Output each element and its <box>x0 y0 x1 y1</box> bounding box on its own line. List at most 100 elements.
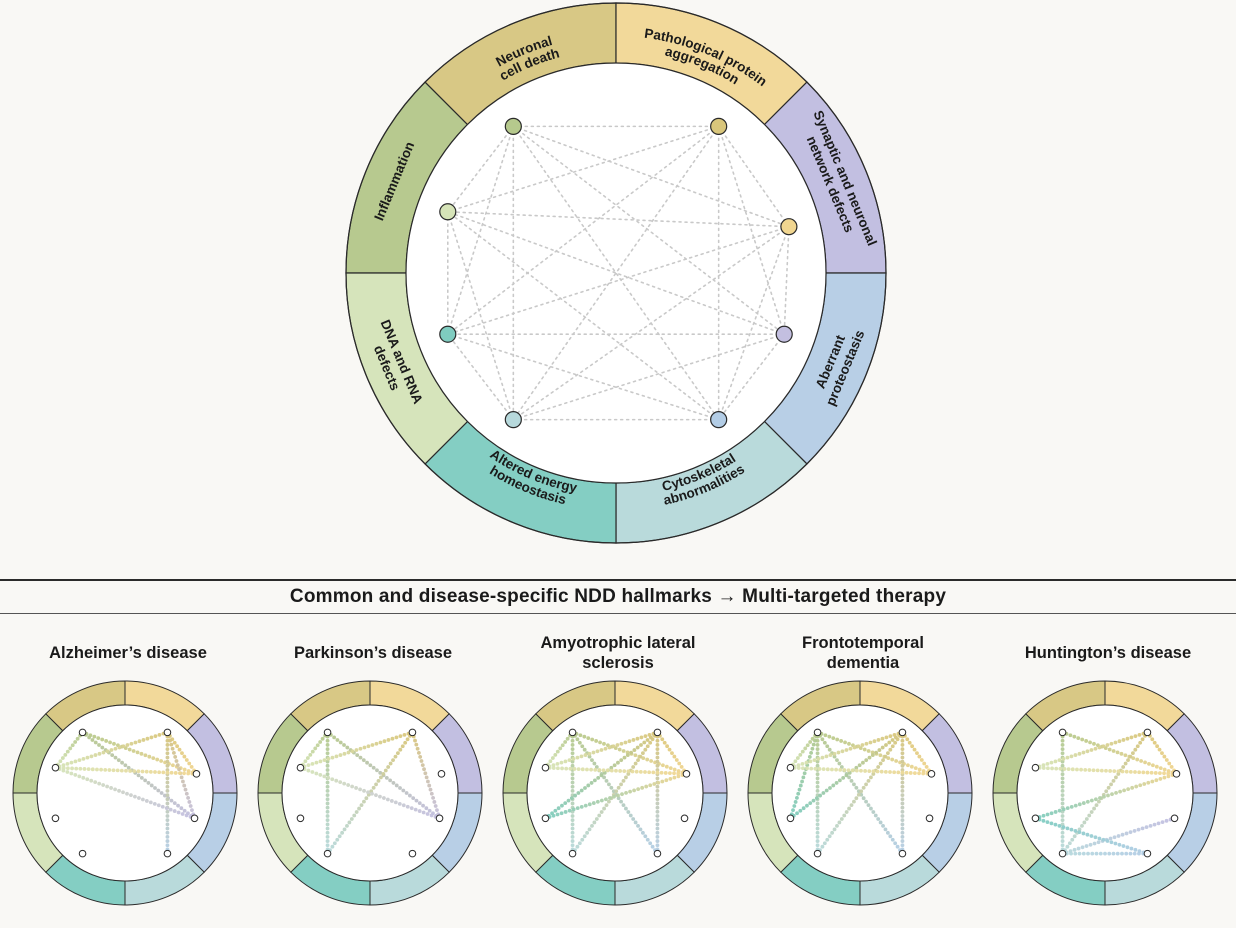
link-dot <box>590 824 594 828</box>
link-dot <box>325 793 330 797</box>
link-dot <box>655 793 660 797</box>
link-dot <box>587 802 592 807</box>
link-dot <box>1129 735 1134 740</box>
link-dot <box>1129 846 1134 851</box>
link-dot <box>1152 740 1157 745</box>
link-dot <box>100 737 105 742</box>
link-dot <box>1116 834 1121 838</box>
link-dot <box>839 739 844 743</box>
link-dot <box>186 795 190 800</box>
link-dot <box>900 759 905 764</box>
link-dot <box>1138 740 1143 745</box>
link-dot <box>905 737 910 742</box>
link-dot <box>165 793 170 797</box>
link-dot <box>1072 847 1077 852</box>
link-dot <box>140 797 145 802</box>
link-dot <box>325 784 330 789</box>
link-dot <box>569 796 574 800</box>
link-dot <box>386 738 391 742</box>
link-dot <box>866 803 871 808</box>
link-dot <box>864 782 868 787</box>
mini-node-aberrant_proteostasis <box>435 814 444 823</box>
link-dot <box>856 744 861 749</box>
link-dot <box>1096 840 1101 845</box>
link-dot <box>648 740 653 745</box>
link-dot <box>800 749 805 754</box>
link-dot <box>912 747 917 752</box>
link-dot <box>1140 737 1145 742</box>
link-dot <box>354 810 359 814</box>
hallmark-link-pathological_protein_aggregation-cytoskeletal_abnormalities <box>900 730 905 856</box>
link-dot <box>837 820 842 825</box>
link-dot <box>181 779 185 784</box>
link-dot <box>1057 758 1062 763</box>
link-dot <box>570 801 575 806</box>
link-dot <box>655 797 660 802</box>
link-dot <box>619 758 624 763</box>
link-dot <box>117 788 121 793</box>
link-dot <box>808 801 813 806</box>
link-dot <box>177 767 181 772</box>
link-dot <box>334 754 339 759</box>
link-dot <box>871 810 876 814</box>
link-dot <box>862 747 867 752</box>
link-dot <box>92 734 97 739</box>
link-dot <box>1097 799 1101 804</box>
link-dot <box>182 783 187 788</box>
link-dot <box>594 739 599 743</box>
disease-title: Frontotemporal dementia <box>802 634 924 672</box>
link-dot <box>104 739 109 743</box>
link-dot <box>1089 748 1094 752</box>
link-dot <box>370 791 374 796</box>
link-dot <box>141 738 146 742</box>
link-dot <box>803 746 808 751</box>
link-dot <box>74 766 79 771</box>
link-dot <box>580 837 585 842</box>
mini-node-neuronal_cell_death <box>323 728 332 737</box>
link-dot <box>861 760 865 765</box>
link-dot <box>668 777 673 781</box>
link-dot <box>869 806 873 811</box>
link-dot <box>919 758 924 762</box>
node-synaptic_network_defects <box>780 218 798 236</box>
connection-line <box>446 125 720 336</box>
link-dot <box>1049 760 1054 765</box>
hallmark-link-pathological_protein_aggregation-altered_energy_homeostasis <box>325 730 415 856</box>
link-dot <box>1158 766 1163 771</box>
link-dot <box>655 743 660 747</box>
link-dot <box>570 776 575 781</box>
link-dot <box>1086 851 1090 856</box>
link-dot <box>1110 792 1114 797</box>
link-dot <box>576 791 581 795</box>
link-dot <box>592 761 597 766</box>
link-dot <box>798 752 803 757</box>
node-dna_rna_defects <box>439 325 457 343</box>
link-dot <box>153 786 157 790</box>
link-dot <box>325 826 330 831</box>
link-dot <box>883 769 888 774</box>
link-dot <box>379 775 383 780</box>
link-dot <box>81 775 86 780</box>
link-dot <box>622 769 627 774</box>
link-dot <box>655 818 660 823</box>
link-dot <box>900 839 905 843</box>
link-dot <box>87 735 92 740</box>
link-dot <box>1167 761 1172 766</box>
link-dot <box>427 783 432 788</box>
link-dot <box>149 783 154 788</box>
link-dot <box>850 768 855 773</box>
link-dot <box>795 795 799 800</box>
link-dot <box>111 768 116 773</box>
link-dot <box>1041 813 1046 818</box>
link-dot <box>815 801 820 806</box>
link-dot <box>60 756 65 760</box>
link-dot <box>559 760 564 765</box>
link-dot <box>1109 741 1114 746</box>
link-dot <box>1131 756 1136 761</box>
link-dot <box>165 759 170 764</box>
link-dot <box>893 740 898 745</box>
link-dot <box>325 801 330 806</box>
link-dot <box>403 740 408 745</box>
link-dot <box>165 770 170 775</box>
link-dot <box>607 745 612 750</box>
